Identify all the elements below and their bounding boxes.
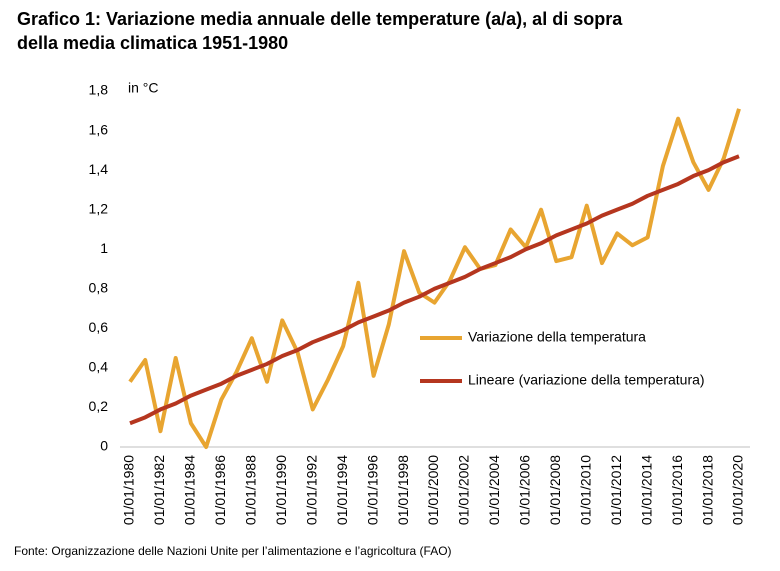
y-tick-label: 1,4 — [89, 161, 109, 177]
x-tick-label: 01/01/2014 — [638, 455, 654, 525]
chart-title: Grafico 1: Variazione media annuale dell… — [17, 9, 623, 29]
x-tick-label: 01/01/1992 — [303, 455, 319, 525]
legend-label: Variazione della temperatura — [468, 329, 646, 345]
y-tick-label: 0,8 — [89, 279, 109, 295]
source: Fonte: Organizzazione delle Nazioni Unit… — [14, 544, 452, 558]
y-tick-label: 1,8 — [89, 82, 109, 98]
x-tick-label: 01/01/1986 — [212, 455, 228, 525]
y-tick-label: 1 — [100, 240, 108, 256]
x-tick-label: 01/01/1984 — [182, 455, 198, 525]
x-tick-label: 01/01/2012 — [608, 455, 624, 525]
x-tick-label: 01/01/1980 — [121, 455, 137, 525]
x-tick-label: 01/01/2010 — [577, 455, 593, 525]
x-tick-label: 01/01/1994 — [334, 455, 350, 525]
y-axis-label: in °C — [128, 80, 159, 96]
x-tick-label: 01/01/2000 — [425, 455, 441, 525]
chart-title: della media climatica 1951-1980 — [17, 33, 288, 53]
x-tick-label: 01/01/2002 — [456, 455, 472, 525]
y-tick-label: 1,6 — [89, 121, 109, 137]
y-tick-label: 0 — [100, 438, 108, 454]
y-tick-label: 0,2 — [89, 398, 109, 414]
x-tick-label: 01/01/2006 — [517, 455, 533, 525]
x-tick-label: 01/01/1990 — [273, 455, 289, 525]
series-line — [128, 108, 741, 449]
legend-label: Lineare (variazione della temperatura) — [468, 372, 705, 388]
x-tick-label: 01/01/1988 — [243, 455, 259, 525]
x-tick-label: 01/01/2018 — [699, 455, 715, 525]
y-tick-label: 0,4 — [89, 359, 109, 375]
series-line — [129, 154, 740, 426]
x-tick-label: 01/01/2008 — [547, 455, 563, 525]
x-tick-label: 01/01/1998 — [395, 455, 411, 525]
x-tick-label: 01/01/1996 — [364, 455, 380, 525]
x-tick-label: 01/01/2004 — [486, 455, 502, 525]
y-tick-label: 1,2 — [89, 200, 109, 216]
x-tick-label: 01/01/2020 — [730, 455, 746, 525]
y-tick-label: 0,6 — [89, 319, 109, 335]
x-tick-label: 01/01/2016 — [669, 455, 685, 525]
x-tick-label: 01/01/1982 — [151, 455, 167, 525]
